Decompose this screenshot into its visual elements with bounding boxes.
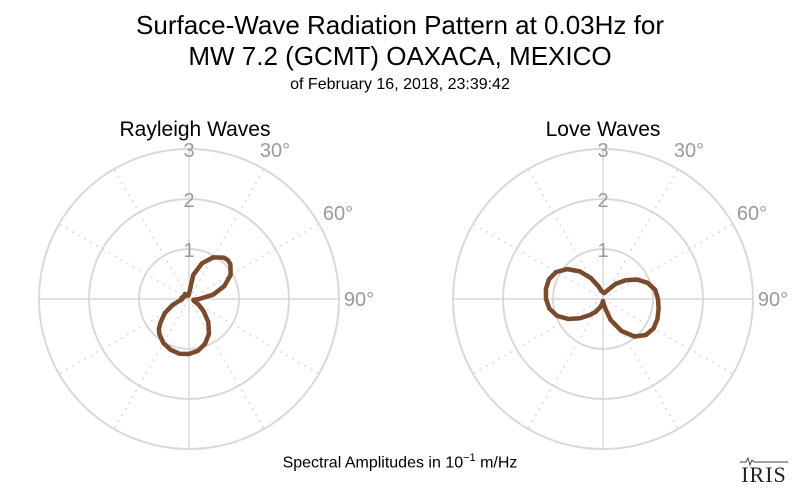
iris-logo-text: IRIS — [741, 462, 787, 485]
angular-grid-line — [58, 223, 190, 300]
radial-grid-ring — [88, 198, 290, 400]
love-polar-plot: 1 2 3 30° 60° 90° — [452, 140, 788, 450]
radial-tick-label: 1 — [597, 240, 608, 262]
chart-title-line-2: MW 7.2 (GCMT) OAXACA, MEXICO — [188, 41, 612, 71]
chart-title-line-1: Surface-Wave Radiation Pattern at 0.03Hz… — [136, 10, 664, 40]
radial-tick-label: 3 — [597, 140, 608, 162]
radial-tick-label: 2 — [183, 190, 194, 212]
angle-tick-label: 90° — [344, 289, 374, 311]
footer-unit: m/Hz — [475, 454, 518, 472]
radial-tick-label: 1 — [183, 240, 194, 262]
footer-exponent: −1 — [463, 452, 476, 464]
angular-grid-line — [602, 298, 734, 375]
angular-grid-line — [188, 298, 265, 430]
footer-prefix: Spectral Amplitudes in — [282, 454, 446, 472]
footer-base: 10 — [445, 454, 464, 472]
radiation-pattern-line — [156, 255, 233, 357]
radial-tick-label: 3 — [183, 140, 194, 162]
angle-tick-label: 30° — [674, 140, 704, 162]
chart-subtitle: of February 16, 2018, 23:39:42 — [290, 76, 510, 93]
angular-grid-line — [472, 298, 604, 375]
radial-grid-ring — [138, 248, 240, 350]
angle-tick-label: 30° — [260, 140, 290, 162]
angular-grid-line — [113, 298, 190, 430]
iris-logo: IRIS — [740, 456, 788, 485]
angular-grid-line — [602, 223, 734, 300]
radial-tick-label: 2 — [597, 190, 608, 212]
rayleigh-plot-title: Rayleigh Waves — [119, 118, 271, 141]
angular-grid-line — [602, 298, 679, 430]
angular-grid-line — [113, 168, 190, 300]
footer-units: Spectral Amplitudes in 10−1 m/Hz — [0, 452, 800, 472]
radial-grid-ring — [452, 148, 754, 450]
radial-grid-ring — [552, 248, 654, 350]
rayleigh-polar-plot: 1 2 3 30° 60° 90° — [38, 140, 374, 450]
radiation-pattern-line — [543, 266, 661, 339]
radial-grid-ring — [502, 198, 704, 400]
angle-tick-label: 60° — [323, 203, 353, 225]
angle-tick-label: 90° — [758, 289, 788, 311]
radial-grid-ring — [38, 148, 340, 450]
angle-tick-label: 60° — [737, 203, 767, 225]
love-plot-title: Love Waves — [545, 118, 661, 141]
angular-grid-line — [472, 223, 604, 300]
